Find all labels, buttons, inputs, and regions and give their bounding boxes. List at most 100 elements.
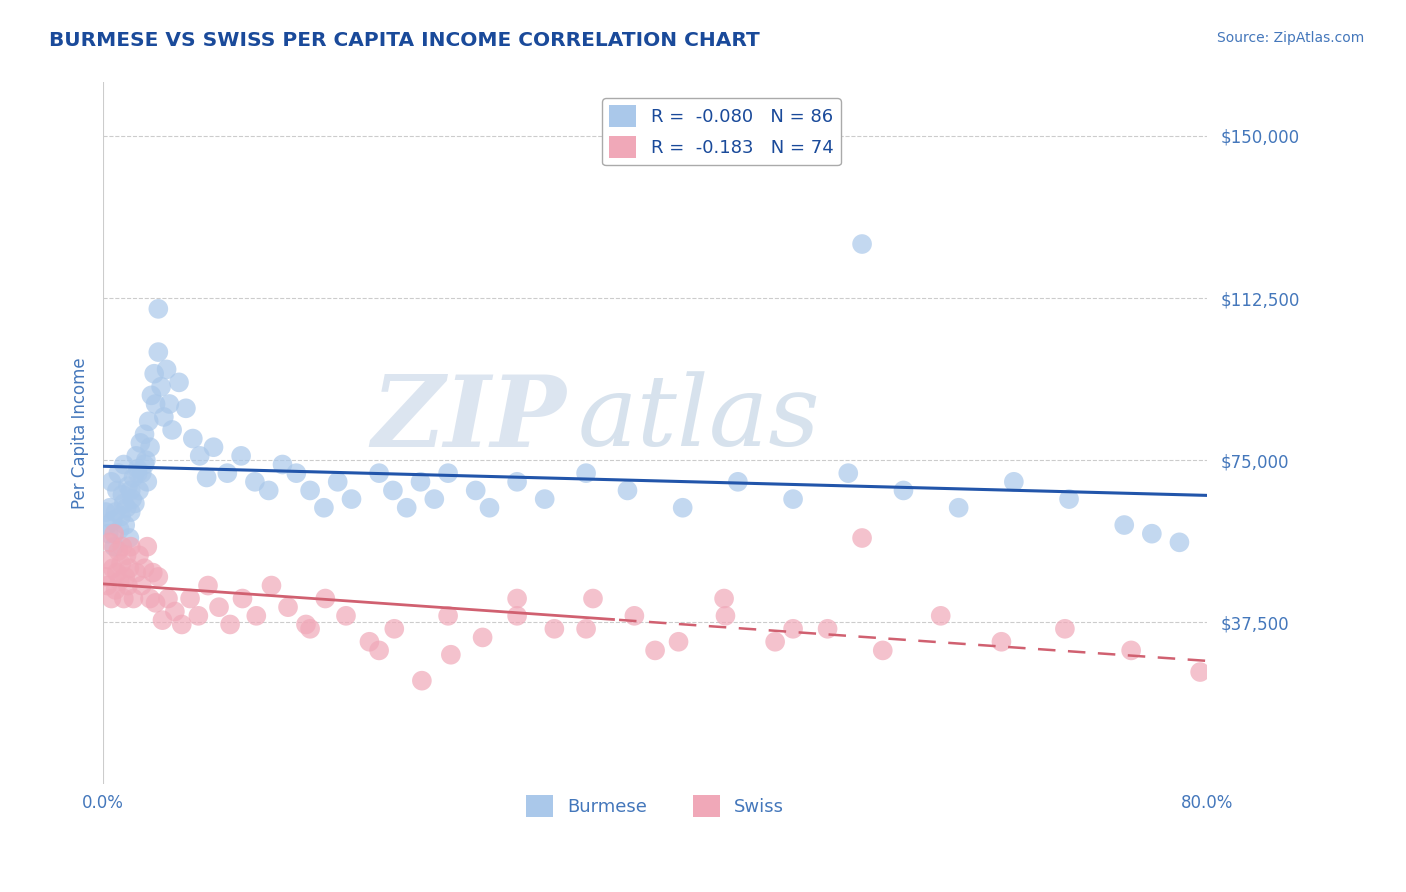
Point <box>582 591 605 606</box>
Point <box>139 440 162 454</box>
Point <box>202 440 225 454</box>
Point <box>96 578 118 592</box>
Point <box>131 466 153 480</box>
Point <box>506 591 529 606</box>
Point <box>129 436 152 450</box>
Point <box>118 531 141 545</box>
Point <box>623 608 645 623</box>
Point <box>714 608 737 623</box>
Text: atlas: atlas <box>578 371 821 467</box>
Point <box>122 591 145 606</box>
Point <box>340 492 363 507</box>
Point <box>97 526 120 541</box>
Point <box>111 488 134 502</box>
Point <box>94 570 117 584</box>
Point <box>382 622 405 636</box>
Point <box>872 643 894 657</box>
Point <box>138 414 160 428</box>
Point <box>381 483 404 498</box>
Point <box>115 549 138 563</box>
Point <box>104 582 127 597</box>
Point <box>295 617 318 632</box>
Point <box>464 483 486 498</box>
Point <box>219 617 242 632</box>
Text: BURMESE VS SWISS PER CAPITA INCOME CORRELATION CHART: BURMESE VS SWISS PER CAPITA INCOME CORRE… <box>49 31 761 50</box>
Point <box>101 514 124 528</box>
Point <box>423 492 446 507</box>
Point <box>437 608 460 623</box>
Point <box>616 483 638 498</box>
Point <box>155 362 177 376</box>
Point <box>575 466 598 480</box>
Point <box>145 397 167 411</box>
Point <box>644 643 666 657</box>
Point <box>121 492 143 507</box>
Point <box>157 397 180 411</box>
Point <box>1189 665 1212 679</box>
Point <box>136 475 159 489</box>
Point <box>1057 492 1080 507</box>
Point <box>148 301 170 316</box>
Point <box>115 500 138 515</box>
Point <box>120 505 142 519</box>
Point <box>727 475 749 489</box>
Point <box>893 483 915 498</box>
Point <box>245 608 267 623</box>
Point <box>134 458 156 472</box>
Point <box>179 591 201 606</box>
Point <box>100 591 122 606</box>
Point <box>107 466 129 480</box>
Point <box>668 634 690 648</box>
Point <box>122 470 145 484</box>
Point <box>437 466 460 480</box>
Point <box>763 634 786 648</box>
Point <box>990 634 1012 648</box>
Point <box>1140 526 1163 541</box>
Point <box>100 475 122 489</box>
Point <box>143 367 166 381</box>
Point <box>187 608 209 623</box>
Point <box>142 566 165 580</box>
Legend: Burmese, Swiss: Burmese, Swiss <box>519 789 792 824</box>
Point <box>817 622 839 636</box>
Point <box>368 466 391 480</box>
Point <box>96 518 118 533</box>
Point <box>359 634 381 648</box>
Y-axis label: Per Capita Income: Per Capita Income <box>72 358 89 509</box>
Point <box>94 505 117 519</box>
Point <box>368 643 391 657</box>
Point <box>929 608 952 623</box>
Point <box>141 388 163 402</box>
Point <box>134 427 156 442</box>
Point <box>181 432 204 446</box>
Point <box>1168 535 1191 549</box>
Point <box>120 483 142 498</box>
Point <box>335 608 357 623</box>
Point <box>163 605 186 619</box>
Point <box>108 522 131 536</box>
Point <box>120 540 142 554</box>
Point <box>128 483 150 498</box>
Point <box>1121 643 1143 657</box>
Point <box>114 570 136 584</box>
Point <box>112 496 135 510</box>
Point <box>271 458 294 472</box>
Point <box>117 479 139 493</box>
Point <box>197 578 219 592</box>
Point <box>152 613 174 627</box>
Point <box>150 380 173 394</box>
Point <box>672 500 695 515</box>
Point <box>125 566 148 580</box>
Point <box>851 237 873 252</box>
Point <box>118 561 141 575</box>
Point <box>98 500 121 515</box>
Point <box>125 449 148 463</box>
Point <box>101 561 124 575</box>
Text: ZIP: ZIP <box>371 371 567 467</box>
Point <box>506 475 529 489</box>
Point <box>195 470 218 484</box>
Point <box>506 608 529 623</box>
Point <box>156 591 179 606</box>
Point <box>127 466 149 480</box>
Point <box>134 561 156 575</box>
